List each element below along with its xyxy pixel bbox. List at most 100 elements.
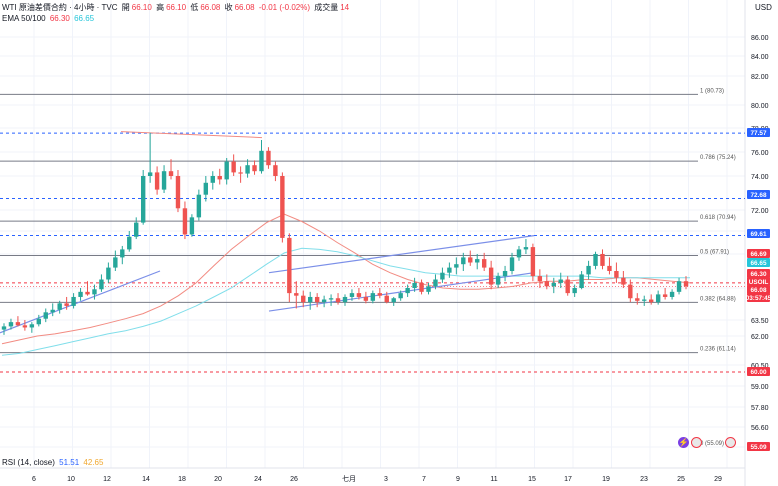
candle-body bbox=[245, 165, 250, 174]
candle-body bbox=[516, 249, 522, 258]
candle-body bbox=[523, 247, 529, 250]
time-axis-label: 10 bbox=[67, 476, 75, 483]
price-axis-label: 82.00 bbox=[751, 74, 769, 81]
fib-label: 0.382 (64.88) bbox=[700, 296, 736, 302]
candle-body bbox=[391, 298, 396, 303]
candle-body bbox=[642, 299, 647, 301]
candle-body bbox=[649, 299, 654, 303]
rsi-legend[interactable]: RSI (14, close) 51.51 42.65 bbox=[2, 458, 105, 468]
candle-body bbox=[99, 279, 104, 290]
close-label: 收 bbox=[224, 3, 233, 12]
price-axis-label: 72.00 bbox=[751, 208, 769, 215]
price-tag-label: 72.68 bbox=[751, 192, 767, 199]
candle-body bbox=[607, 265, 612, 271]
candle-body bbox=[530, 247, 536, 277]
candle-body bbox=[308, 296, 313, 303]
candle-body bbox=[579, 274, 584, 288]
price-axis-label: 59.00 bbox=[751, 384, 769, 391]
candle-body bbox=[273, 165, 278, 176]
candle-body bbox=[468, 257, 473, 263]
candle-body bbox=[78, 291, 83, 297]
symbol-legend[interactable]: WTI 原油差價合約 · 4小時 · TVC 開 66.10 高 66.10 低 66… bbox=[2, 3, 351, 13]
candle-body bbox=[182, 208, 188, 235]
rsi-value: 51.51 bbox=[59, 458, 80, 467]
candle-body bbox=[15, 322, 21, 326]
fib-label: 0.5 (67.91) bbox=[700, 250, 729, 256]
candle-body bbox=[683, 281, 689, 287]
candle-body bbox=[113, 257, 118, 268]
candle-body bbox=[294, 293, 299, 296]
price-axis-label: 62.00 bbox=[751, 334, 769, 341]
price-tag bbox=[747, 190, 770, 199]
candle-body bbox=[433, 279, 438, 287]
candle-body bbox=[314, 296, 320, 303]
candle-body bbox=[71, 296, 76, 306]
candle-body bbox=[217, 176, 222, 180]
horizontal-lines bbox=[0, 132, 745, 373]
candle-body bbox=[676, 281, 682, 292]
price-tag bbox=[747, 442, 770, 451]
time-axis-label: 7 bbox=[422, 476, 426, 483]
candle-body bbox=[29, 324, 35, 328]
fib-label: 0.618 (70.94) bbox=[700, 215, 736, 221]
candle-body bbox=[154, 172, 160, 190]
price-tag bbox=[747, 269, 770, 278]
price-axis-label: 84.00 bbox=[751, 54, 769, 61]
candle-body bbox=[8, 322, 14, 327]
candle-body bbox=[475, 259, 480, 263]
lightning-icon[interactable]: ⚡ bbox=[678, 437, 689, 448]
candle-body bbox=[377, 293, 382, 296]
time-axis-label: 12 bbox=[103, 476, 111, 483]
price-tag bbox=[747, 128, 770, 137]
price-tag-label: 77.57 bbox=[751, 130, 767, 137]
time-axis: 6 10 12 14 18 20 24 26 七月 3 7 9 11 15 17 19 23 25 29 bbox=[32, 474, 722, 483]
price-tag-label: 60.00 bbox=[751, 369, 767, 376]
rsi-ma-value: 42.65 bbox=[83, 458, 104, 467]
candle-body bbox=[572, 288, 577, 294]
price-tag-label: 55.09 bbox=[751, 444, 767, 451]
candle-body bbox=[189, 217, 195, 235]
candle-body bbox=[231, 161, 236, 173]
price-tag-label: 66.69 bbox=[751, 251, 767, 258]
ema-value-100: 66.65 bbox=[74, 14, 95, 23]
candle-body bbox=[356, 293, 362, 297]
ema-50-line bbox=[1, 213, 691, 345]
candle-body bbox=[224, 161, 229, 180]
candle-body bbox=[454, 264, 459, 268]
candle-body bbox=[22, 325, 28, 328]
grid bbox=[0, 0, 746, 486]
candle-body bbox=[565, 279, 570, 294]
price-tag-label: 03:57:45 bbox=[746, 295, 772, 302]
candle-body bbox=[120, 249, 125, 258]
candle-body bbox=[635, 298, 640, 301]
price-tag bbox=[747, 258, 770, 267]
candle-body bbox=[328, 298, 334, 300]
candle-body bbox=[134, 222, 139, 237]
candle-body bbox=[405, 288, 410, 294]
symbol-title[interactable]: WTI 原油差價合約 · 4小時 · TVC bbox=[2, 3, 118, 12]
candle-body bbox=[280, 176, 285, 238]
fib-label: 0.786 (75.24) bbox=[700, 155, 736, 161]
candle-body bbox=[64, 303, 69, 306]
fib-retracement: 1 (80.73) 0.786 (75.24) 0.618 (70.94) 0.5 (… bbox=[0, 88, 736, 447]
price-tag bbox=[747, 285, 770, 294]
low-value: 66.08 bbox=[200, 3, 221, 12]
support-trend-line bbox=[0, 270, 161, 334]
time-axis-label: 26 bbox=[290, 476, 298, 483]
ema-legend[interactable]: EMA 50/100 66.30 66.65 bbox=[2, 14, 96, 24]
open-label: 開 bbox=[121, 3, 130, 12]
candle-body bbox=[384, 295, 389, 303]
candle-body bbox=[140, 176, 146, 223]
time-axis-label: 七月 bbox=[342, 474, 356, 483]
candle-body bbox=[287, 237, 292, 294]
time-axis-label: 17 bbox=[564, 476, 572, 483]
volume-value: 14 bbox=[340, 3, 350, 12]
us-flag-icon[interactable] bbox=[691, 437, 702, 448]
candle-body bbox=[266, 150, 271, 166]
ema-value-50: 66.30 bbox=[49, 14, 70, 23]
us-flag-icon-2[interactable] bbox=[725, 437, 736, 448]
candle-body bbox=[168, 171, 174, 176]
time-axis-label: 25 bbox=[677, 476, 685, 483]
candle-body bbox=[488, 267, 494, 285]
